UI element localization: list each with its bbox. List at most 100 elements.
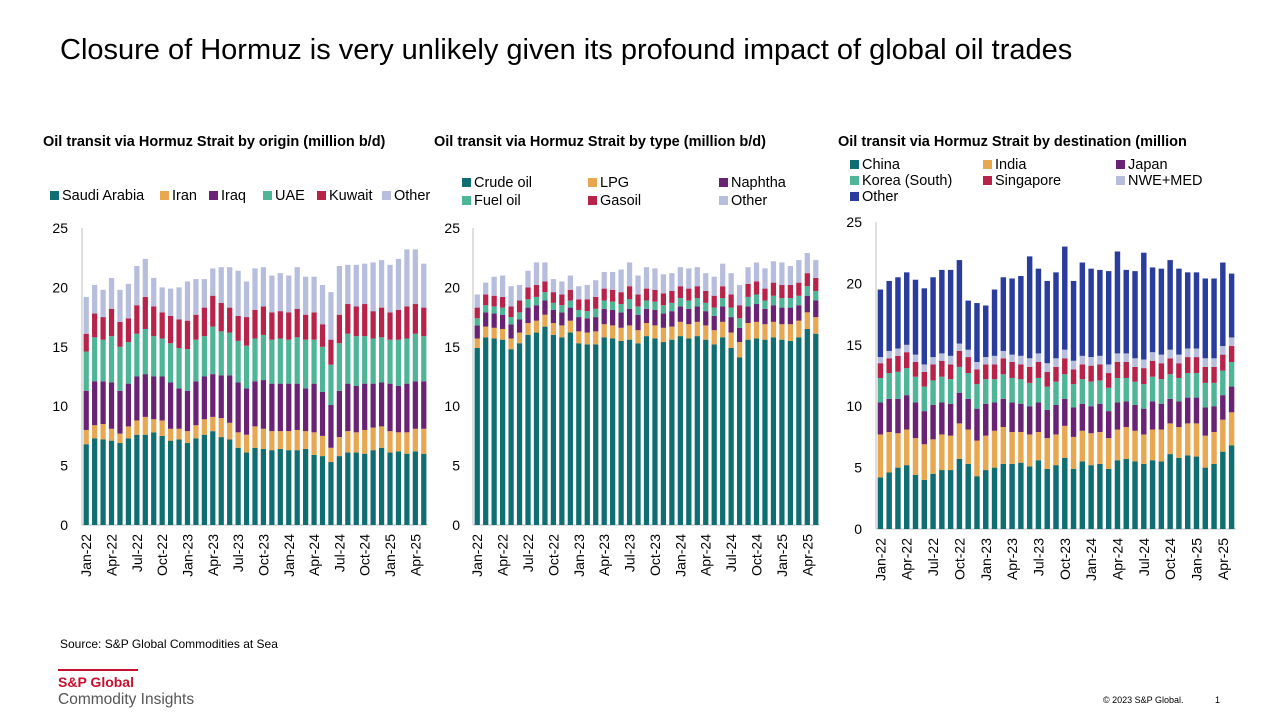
bar-segment-naphtha [576, 317, 582, 332]
legend-swatch [382, 191, 391, 200]
bar-segment-lpg [635, 330, 641, 344]
bar-segment-iraq [218, 375, 224, 419]
bar-segment-naphtha [516, 319, 523, 333]
bar-segment-nwe-med [1202, 358, 1208, 367]
x-tick-label: Apr-22 [495, 534, 511, 576]
bar-segment-india [1053, 434, 1059, 466]
bar-segment-fuel-oil [660, 305, 667, 314]
bar-segment-naphtha [500, 314, 506, 329]
bar-segment-naphtha [542, 300, 548, 315]
bar-segment-other [525, 270, 531, 288]
bar-segment-iran [125, 426, 132, 439]
bar-segment-iran [142, 416, 148, 435]
bar-segment-gasoil [711, 295, 717, 308]
bar-segment-gasoil [669, 290, 675, 303]
bar-segment-saudi-arabia [294, 450, 300, 525]
bar-segment-india [1202, 435, 1208, 468]
bar-segment-nwe-med [1123, 353, 1129, 362]
bar-segment-fuel-oil [728, 307, 734, 318]
bar-segment-iran [108, 428, 115, 441]
bar-segment-other [593, 280, 599, 297]
x-tick-label: Jul-24 [723, 534, 739, 572]
bar-segment-crude-oil [576, 343, 582, 525]
bar-segment-naphtha [652, 309, 658, 326]
bar-segment-japan [1018, 403, 1024, 432]
bar-segment-lpg [559, 325, 565, 338]
bar-segment-kuwait [159, 312, 165, 339]
bar-segment-gasoil [550, 292, 557, 303]
bar-segment-iraq [142, 374, 148, 417]
company-logo-subtitle: Commodity Insights [58, 691, 195, 708]
bar-segment-china [1018, 462, 1024, 529]
bar-segment-fuel-oil [703, 302, 709, 312]
bar-segment-crude-oil [610, 338, 616, 525]
bar-segment-other [328, 292, 334, 340]
y-tick-label: 20 [52, 279, 68, 295]
bar-segment-kuwait [269, 312, 275, 340]
bar-segment-other [1132, 271, 1138, 359]
bar-segment-korea-south- [1220, 370, 1226, 396]
bar-segment-uae [353, 336, 359, 387]
bar-segment-crude-oil [686, 338, 692, 525]
bar-segment-naphtha [550, 309, 557, 324]
x-tick-label: Jan-23 [180, 534, 196, 577]
bar-segment-fuel-oil [677, 298, 683, 307]
bar-segment-india [1009, 431, 1015, 464]
bar-segment-kuwait [193, 314, 199, 340]
bar-segment-other [277, 273, 283, 312]
y-tick-label: 25 [846, 214, 862, 230]
bar-segment-uae [159, 338, 165, 377]
bar-segment-naphtha [796, 305, 802, 321]
x-tick-label: Jan-23 [978, 538, 994, 581]
bar-segment-uae [193, 339, 199, 382]
bar-segment-singapore [1211, 366, 1217, 383]
bar-segment-lpg [643, 323, 650, 337]
bar-segment-gasoil [745, 283, 751, 297]
bar-segment-iraq [108, 382, 115, 429]
bar-segment-china [1000, 463, 1007, 529]
bar-segment-iraq [176, 388, 182, 429]
bar-segment-nwe-med [991, 355, 998, 365]
y-tick-label: 0 [60, 517, 68, 533]
bar-segment-saudi-arabia [260, 448, 267, 525]
bar-segment-other [1018, 276, 1024, 356]
bar-segment-kuwait [294, 308, 300, 338]
x-tick-label: Oct-23 [255, 534, 271, 576]
bar-segment-lpg [787, 324, 793, 341]
bar-segment-lpg [796, 320, 802, 338]
bar-segment-other [117, 289, 123, 322]
bar-segment-saudi-arabia [142, 434, 148, 525]
bar-segment-other [652, 268, 658, 290]
bar-segment-japan [956, 392, 963, 424]
bar-segment-naphtha [508, 324, 514, 339]
bar-segment-fuel-oil [491, 306, 497, 314]
x-tick-label: Jul-23 [230, 534, 246, 572]
bar-segment-other [694, 267, 700, 287]
bar-segment-lpg [610, 325, 616, 339]
bar-segment-uae [269, 339, 275, 384]
bar-segment-iraq [92, 381, 98, 426]
copyright-note: © 2023 S&P Global. [1103, 695, 1184, 705]
bar-segment-japan [886, 398, 892, 432]
bar-segment-other [159, 287, 165, 313]
bar-segment-singapore [1202, 366, 1208, 383]
bar-segment-iran [210, 416, 216, 432]
bar-segment-fuel-oil [618, 304, 624, 313]
bar-segment-nwe-med [1167, 349, 1173, 359]
bar-segment-kuwait [108, 308, 115, 337]
bar-segment-other [421, 263, 427, 308]
bar-segment-gasoil [770, 282, 777, 296]
bar-segment-iran [134, 420, 140, 435]
y-tick-label: 0 [854, 521, 862, 537]
bar-segment-other [243, 281, 250, 318]
bar-segment-iraq [404, 383, 410, 433]
bar-segment-japan [921, 411, 928, 445]
x-tick-label: Apr-24 [698, 534, 714, 576]
legend-label: Gasoil [600, 193, 642, 209]
bar-segment-naphtha [643, 308, 650, 324]
bar-segment-crude-oil [694, 336, 700, 525]
bar-segment-other [311, 276, 317, 313]
bar-segment-lpg [720, 321, 726, 338]
bar-segment-kuwait [362, 304, 368, 337]
bar-segment-crude-oil [677, 336, 683, 525]
